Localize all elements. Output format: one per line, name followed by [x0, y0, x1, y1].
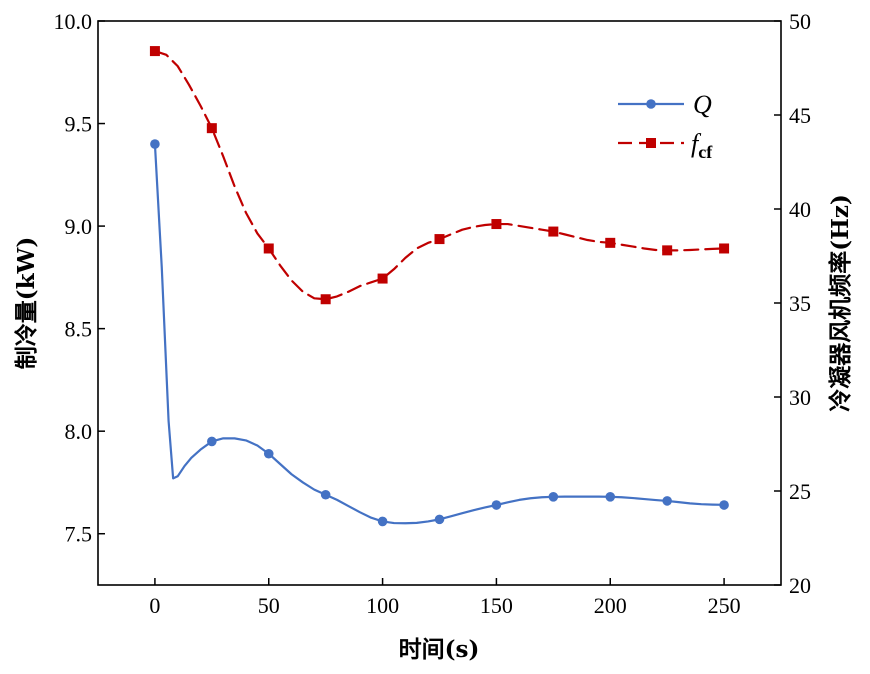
data-point-q — [491, 500, 502, 510]
x-tick-label: 0 — [149, 593, 160, 618]
x-tick-label: 100 — [366, 593, 399, 618]
data-point-fcf — [719, 243, 730, 254]
legend-q-marker — [646, 99, 656, 109]
left-y-tick-label: 8.0 — [65, 419, 93, 444]
data-point-fcf — [434, 234, 445, 245]
legend-fcf-sub: cf — [698, 142, 713, 162]
left-y-tick-label: 10.0 — [54, 9, 93, 34]
right-y-tick-label: 45 — [789, 103, 811, 128]
data-point-q — [719, 500, 729, 510]
left-y-tick-label: 9.5 — [65, 112, 93, 137]
left-y-axis-title: 制冷量(kW) — [13, 237, 40, 370]
legend: Q fcf — [618, 90, 713, 162]
right-y-tick-label: 25 — [789, 479, 811, 504]
data-point-q — [150, 139, 160, 149]
x-axis: 0 50 100 150 200 250 — [149, 578, 741, 618]
x-tick-label: 250 — [708, 593, 741, 618]
data-point-fcf — [662, 245, 673, 256]
data-point-q — [320, 489, 331, 500]
right-y-tick-label: 40 — [789, 197, 811, 222]
x-tick-label: 200 — [594, 593, 627, 618]
right-y-axis-title: 冷凝器风机频率(Hz) — [827, 194, 854, 412]
left-y-tick-label: 7.5 — [65, 522, 93, 547]
right-y-tick-label: 35 — [789, 291, 811, 316]
data-point-fcf — [605, 237, 616, 248]
data-point-fcf — [548, 226, 559, 237]
data-point-fcf — [263, 243, 274, 254]
left-y-tick-label: 9.0 — [65, 214, 93, 239]
left-y-axis: 7.5 8.0 8.5 9.0 9.5 10.0 — [54, 9, 105, 547]
right-y-tick-label: 20 — [789, 573, 811, 598]
right-y-tick-label: 30 — [789, 385, 811, 410]
x-tick-label: 150 — [480, 593, 513, 618]
data-point-q — [263, 448, 274, 459]
data-point-q — [662, 496, 672, 506]
right-y-axis: 20 25 30 35 40 45 50 — [774, 9, 811, 598]
data-point-q — [377, 516, 388, 527]
legend-fcf-main: f — [691, 129, 702, 158]
x-tick-label: 50 — [258, 593, 280, 618]
data-point-fcf — [320, 294, 331, 305]
legend-q-label: Q — [693, 90, 712, 119]
right-y-tick-label: 50 — [789, 9, 811, 34]
series-line-f-cf — [153, 49, 726, 301]
data-point-q — [548, 492, 559, 502]
data-point-q — [207, 436, 217, 447]
legend-fcf-marker — [646, 138, 656, 148]
data-point-fcf — [491, 219, 502, 230]
series-layer — [149, 46, 730, 527]
data-point-q — [605, 492, 616, 502]
legend-fcf-label: fcf — [691, 129, 713, 162]
data-point-fcf — [206, 123, 217, 134]
data-point-fcf — [377, 273, 388, 284]
x-axis-title: 时间(s) — [399, 636, 480, 663]
left-y-tick-label: 8.5 — [65, 317, 93, 342]
data-point-q — [434, 514, 445, 525]
data-point-fcf — [149, 46, 160, 57]
series-line-q — [153, 142, 726, 525]
